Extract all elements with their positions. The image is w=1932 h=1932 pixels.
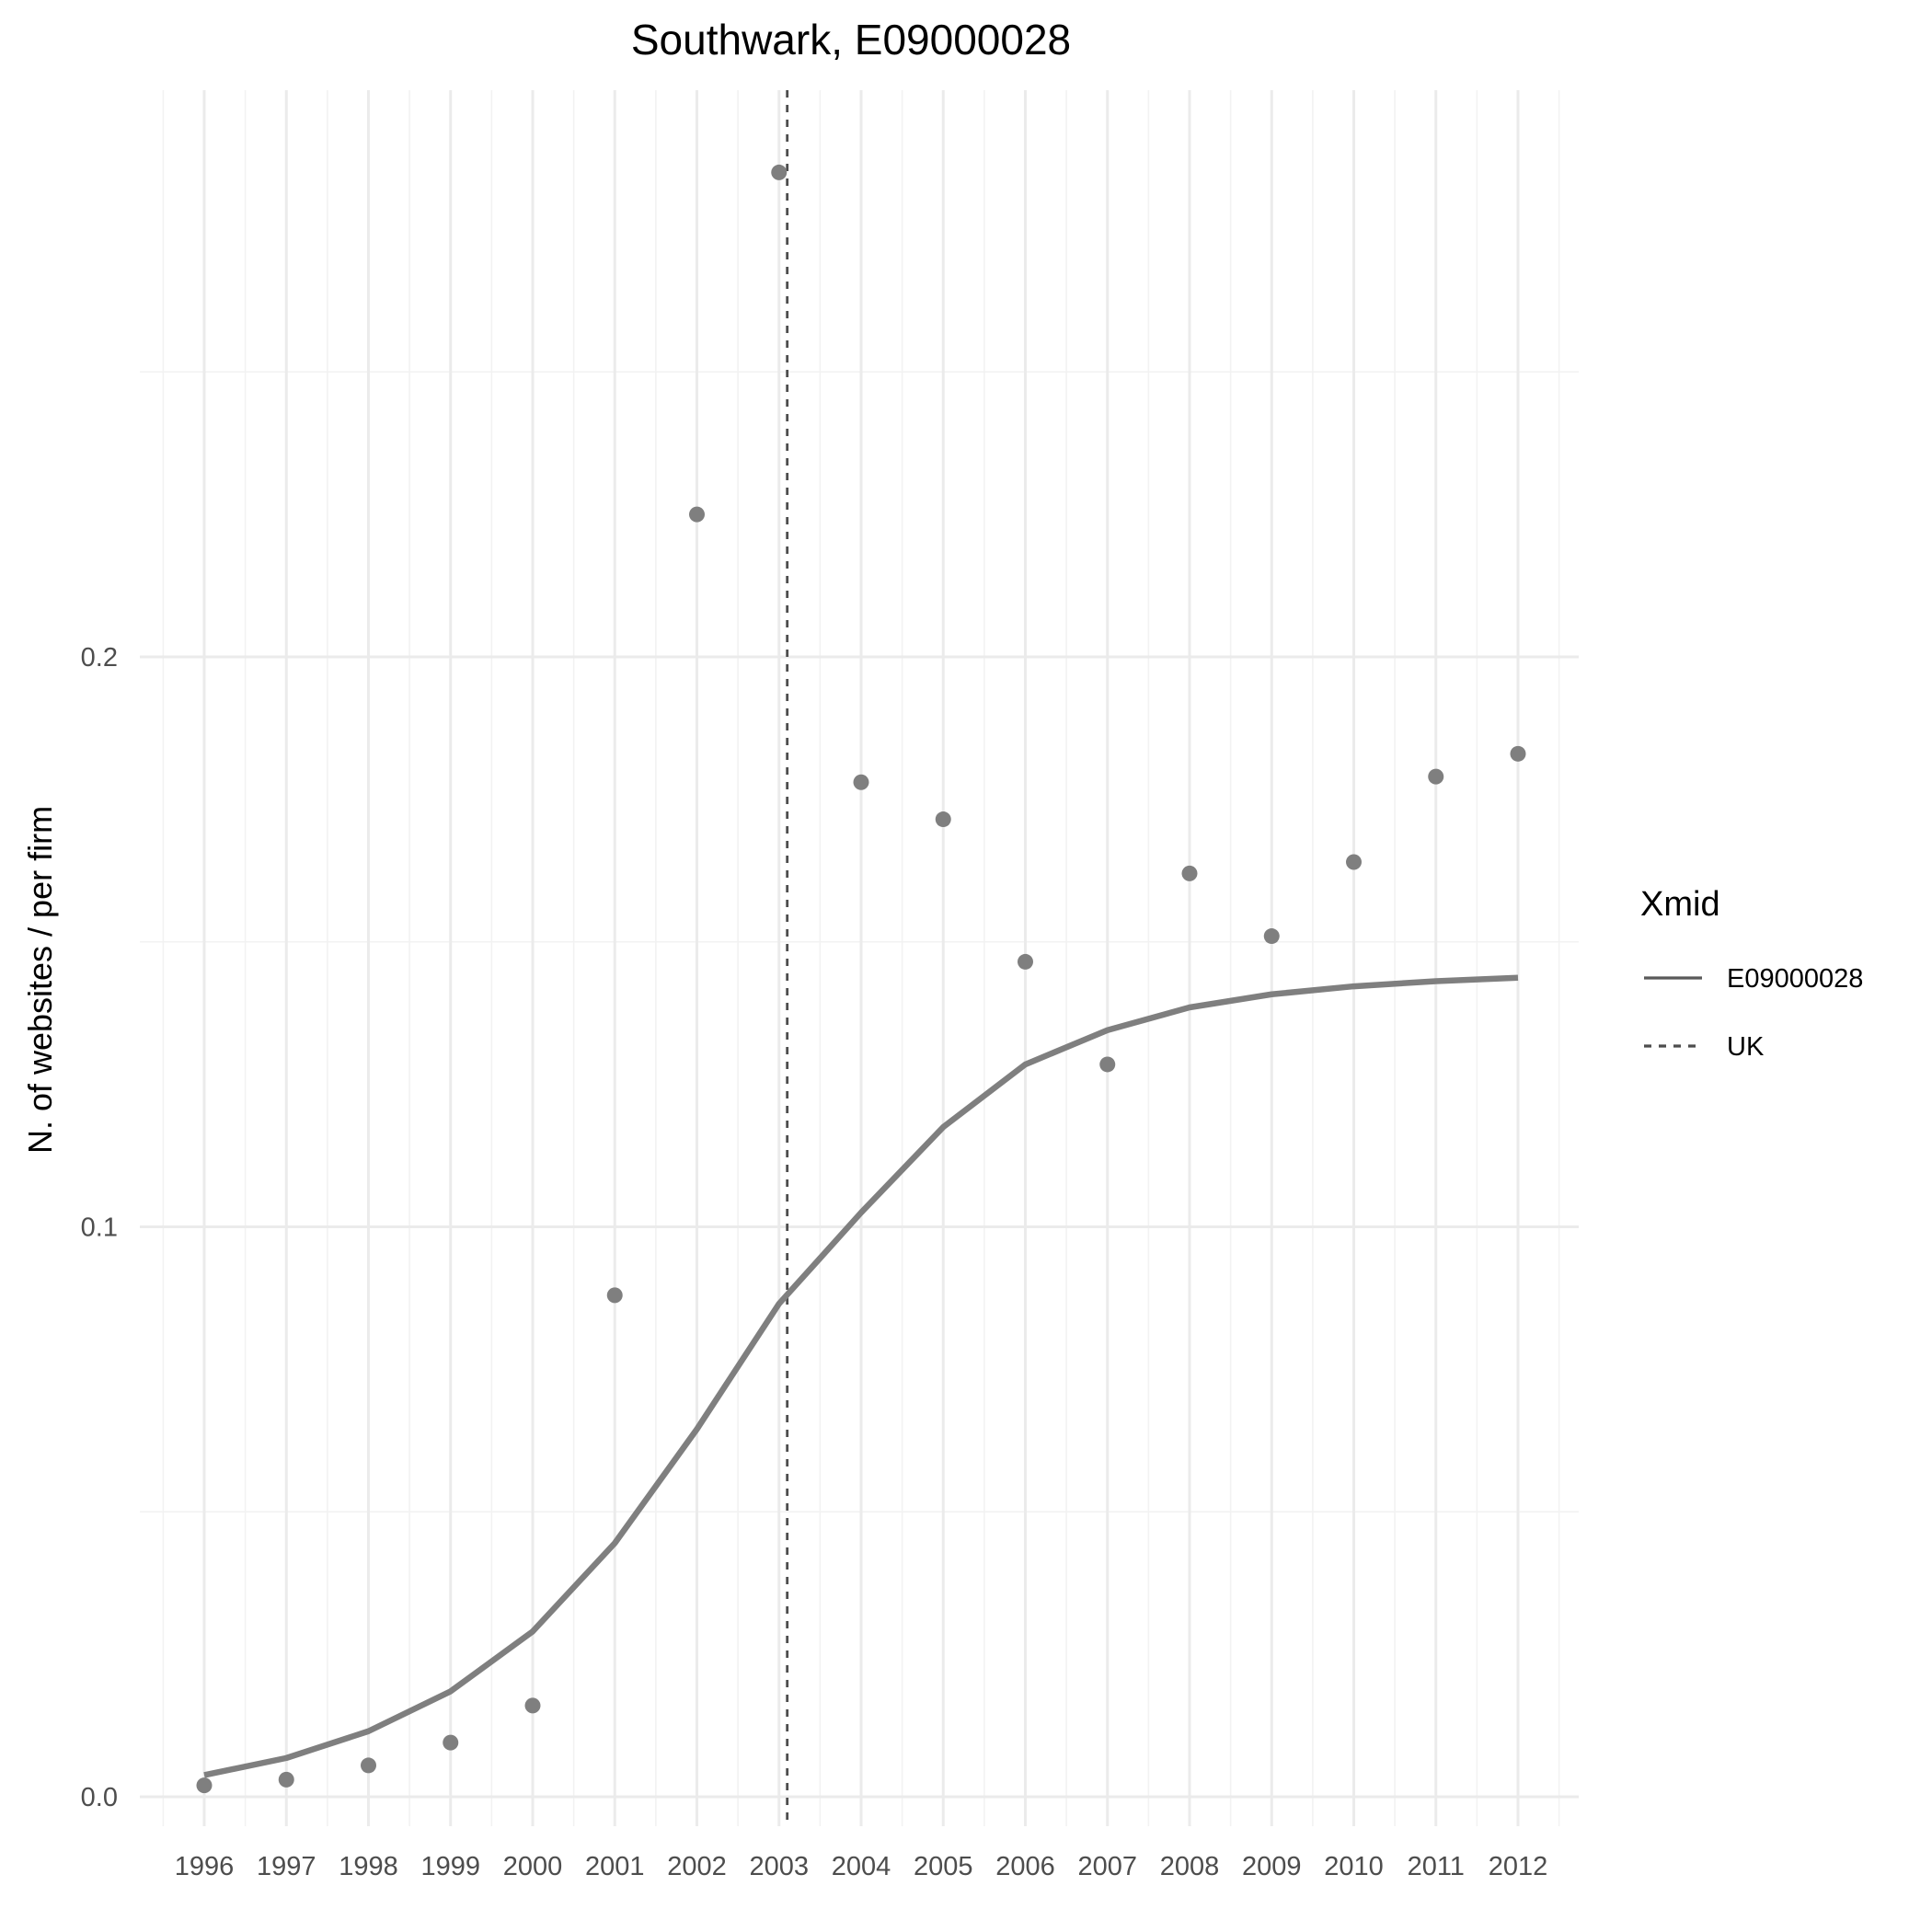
x-tick-label: 2002 <box>667 1852 727 1881</box>
x-tick-label: 2012 <box>1489 1852 1548 1881</box>
data-point <box>278 1771 294 1788</box>
y-tick-label: 0.0 <box>81 1783 118 1812</box>
x-tick-label: 2007 <box>1077 1852 1137 1881</box>
minor-gridlines <box>140 90 1579 1826</box>
major-gridlines <box>140 90 1579 1826</box>
data-point <box>1263 928 1280 945</box>
data-point <box>1510 745 1526 762</box>
x-tick-label: 2011 <box>1408 1852 1465 1881</box>
series-line-e09000028 <box>203 974 1519 1778</box>
legend-entries: E09000028 UK <box>1644 964 1863 1062</box>
data-point <box>524 1697 541 1714</box>
points-layer <box>196 164 1526 1794</box>
y-tick-label: 0.1 <box>81 1213 118 1243</box>
y-tick-label: 0.2 <box>81 643 118 673</box>
y-tick-labels: 0.0 0.1 0.2 <box>81 643 118 1812</box>
legend-title: Xmid <box>1640 885 1720 924</box>
y-axis-title: N. of websites / per firm <box>21 806 59 1154</box>
legend: Xmid E09000028 UK <box>1640 885 1863 1062</box>
data-point <box>689 506 705 523</box>
x-tick-label: 1999 <box>420 1852 480 1881</box>
x-tick-labels: 1996 1997 1998 1999 2000 2001 2002 2003 2004 2005… <box>175 1852 1548 1881</box>
data-point <box>196 1777 213 1794</box>
x-tick-label: 2000 <box>503 1852 563 1881</box>
x-tick-label: 2006 <box>995 1852 1055 1881</box>
x-tick-label: 1996 <box>175 1852 235 1881</box>
data-point <box>1018 953 1033 970</box>
legend-label-e09000028: E09000028 <box>1727 964 1863 994</box>
data-point <box>935 811 951 828</box>
x-tick-label: 2003 <box>749 1852 809 1881</box>
x-tick-label: 1997 <box>257 1852 316 1881</box>
data-point <box>1346 854 1362 870</box>
x-tick-label: 2001 <box>585 1852 645 1881</box>
x-tick-label: 2009 <box>1242 1852 1302 1881</box>
x-tick-label: 2005 <box>914 1852 973 1881</box>
data-point <box>443 1734 459 1751</box>
data-point <box>771 164 788 180</box>
data-point <box>1181 865 1198 881</box>
x-tick-label: 2004 <box>832 1852 891 1881</box>
x-tick-label: 1998 <box>339 1852 398 1881</box>
data-point <box>606 1287 623 1304</box>
data-point <box>853 774 869 790</box>
series-layer <box>203 974 1519 1778</box>
data-point <box>1099 1056 1116 1073</box>
x-tick-label: 2010 <box>1324 1852 1384 1881</box>
data-point <box>1428 768 1444 785</box>
data-point <box>361 1757 376 1774</box>
x-tick-label: 2008 <box>1160 1852 1220 1881</box>
legend-label-uk: UK <box>1727 1032 1765 1062</box>
chart-title: Southwark, E09000028 <box>631 16 1071 63</box>
